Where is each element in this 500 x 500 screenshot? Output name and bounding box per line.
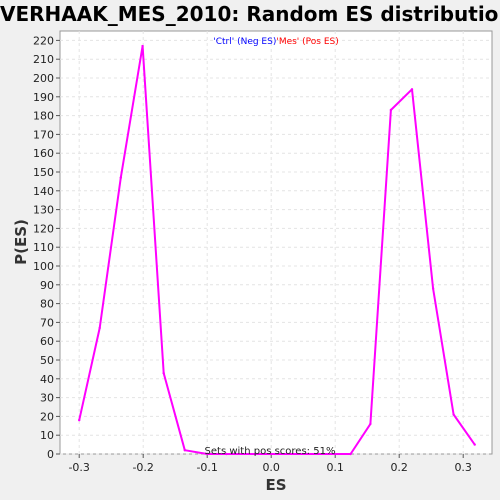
data-point xyxy=(473,443,476,446)
y-tick-label: 180 xyxy=(33,110,54,123)
y-tick-label: 110 xyxy=(33,241,54,254)
y-tick-label: 220 xyxy=(33,34,54,47)
y-tick-label: 70 xyxy=(40,316,54,329)
axes: 0 10 20 30 40 50 60 70 80 90 100 110 120 130 140 150 160… xyxy=(33,34,472,474)
y-tick-label: 0 xyxy=(47,448,54,461)
x-axis-title: ES xyxy=(265,476,286,494)
data-point xyxy=(162,371,165,375)
data-point xyxy=(389,108,393,112)
y-tick-label: 60 xyxy=(40,335,54,348)
y-tick-label: 10 xyxy=(40,429,54,442)
legend: 'Ctrl' (Neg ES)'Mes' (Pos ES) xyxy=(213,37,338,47)
legend-entry: 'Ctrl' (Neg ES) xyxy=(213,37,276,47)
x-tick-label: 0.2 xyxy=(390,461,408,474)
y-tick-label: 80 xyxy=(40,298,54,311)
data-point xyxy=(98,326,101,330)
y-tick-label: 130 xyxy=(33,204,54,217)
data-point xyxy=(225,452,228,456)
y-axis-title: P(ES) xyxy=(12,219,30,265)
legend-entry: 'Mes' (Pos ES) xyxy=(276,37,338,47)
y-tick-label: 210 xyxy=(33,53,54,66)
y-tick-label: 50 xyxy=(40,354,54,367)
x-tick-label: -0.1 xyxy=(196,461,217,474)
grid xyxy=(60,31,492,455)
y-tick-label: 120 xyxy=(33,222,54,235)
y-tick-label: 100 xyxy=(33,260,54,273)
y-tick-label: 20 xyxy=(40,410,54,423)
x-tick-label: -0.2 xyxy=(132,461,153,474)
data-point xyxy=(452,413,455,416)
y-tick-label: 150 xyxy=(33,166,54,179)
y-tick-label: 140 xyxy=(33,185,54,198)
data-point xyxy=(410,88,414,91)
x-tick-label: 0.1 xyxy=(326,461,344,474)
x-tick-label: 0.3 xyxy=(454,461,472,474)
data-point xyxy=(206,452,209,456)
data-point xyxy=(183,449,186,452)
data-point xyxy=(141,44,144,48)
annotation-pos-scores: Sets with pos scores: 51% xyxy=(205,446,336,457)
chart-title: VERHAAK_MES_2010: Random ES distribution xyxy=(0,2,500,26)
data-point xyxy=(119,176,123,179)
y-tick-label: 200 xyxy=(33,72,54,85)
data-point xyxy=(349,452,352,456)
y-tick-label: 190 xyxy=(33,91,54,104)
y-tick-label: 170 xyxy=(33,128,54,141)
data-point xyxy=(369,422,372,426)
y-tick-label: 40 xyxy=(40,373,54,386)
y-tick-label: 90 xyxy=(40,279,54,292)
y-tick-label: 160 xyxy=(33,147,54,160)
x-tick-label: -0.3 xyxy=(68,461,89,474)
x-tick-label: 0.0 xyxy=(262,461,280,474)
data-point xyxy=(78,418,81,422)
y-tick-label: 30 xyxy=(40,392,54,405)
series-layer xyxy=(78,44,476,456)
data-point xyxy=(431,287,435,290)
plot-background xyxy=(59,30,493,455)
